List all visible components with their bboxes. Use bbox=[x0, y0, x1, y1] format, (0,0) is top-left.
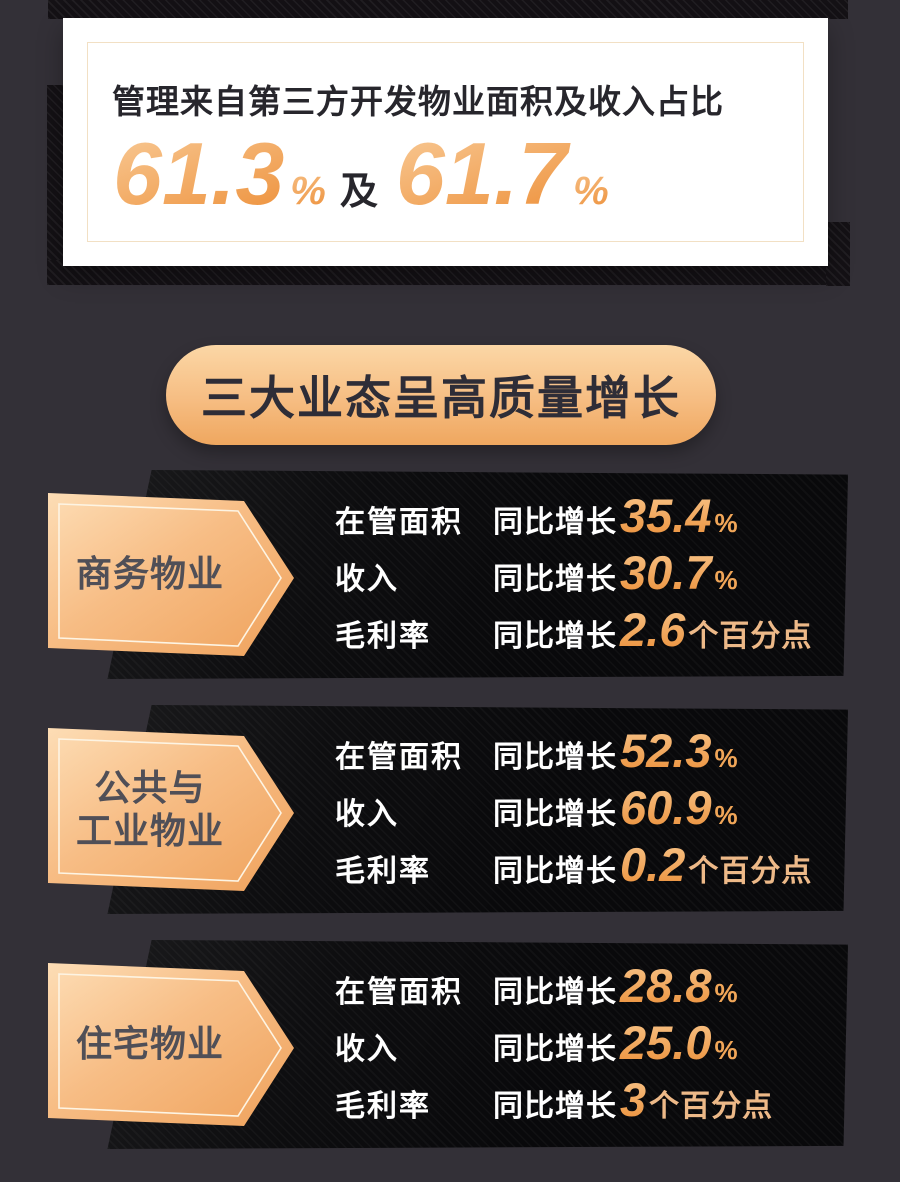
growth-prefix: 同比增长 bbox=[493, 1033, 617, 1066]
business-property-arrow-label: 商务物业 bbox=[48, 488, 294, 660]
metric-name: 在管面积 bbox=[335, 741, 463, 774]
arrow-shape bbox=[48, 728, 294, 891]
residential-property-card: 住宅物业 在管面积 同比增长 28.8 % 收入 同比增长 25.0 % 毛利率… bbox=[0, 940, 900, 1152]
public-industrial-property-card: 公共与 工业物业 在管面积 同比增长 52.3 % 收入 同比增长 60.9 %… bbox=[0, 705, 900, 917]
metric-row-revenue: 收入 同比增长 30.7 % bbox=[335, 549, 812, 598]
revenue-share-unit: % bbox=[573, 169, 609, 213]
residential-label: 住宅物业 bbox=[48, 958, 252, 1130]
growth-suffix: 个百分点 bbox=[649, 1090, 774, 1123]
residential-arrow-label: 住宅物业 bbox=[48, 958, 294, 1130]
metric-name: 在管面积 bbox=[335, 976, 463, 1009]
growth-value: 30.7 bbox=[617, 549, 714, 596]
label-line: 工业物业 bbox=[75, 810, 224, 851]
label-line: 商务物业 bbox=[75, 553, 224, 595]
public-industrial-arrow-label: 公共与 工业物业 bbox=[48, 723, 294, 895]
growth-suffix: 个百分点 bbox=[688, 855, 813, 888]
summary-card-inner-frame bbox=[87, 42, 804, 242]
metric-row-revenue: 收入 同比增长 60.9 % bbox=[335, 784, 812, 833]
metric-row-margin: 毛利率 同比增长 3 个百分点 bbox=[335, 1076, 774, 1125]
summary-values-row: 61.3 % 及 61.7 % bbox=[113, 125, 609, 223]
metric-name: 在管面积 bbox=[335, 506, 463, 539]
label-line: 公共与 bbox=[94, 766, 206, 808]
metric-row-revenue: 收入 同比增长 25.0 % bbox=[335, 1019, 773, 1068]
growth-value: 52.3 bbox=[617, 727, 714, 774]
growth-suffix: % bbox=[714, 1035, 738, 1065]
metric-name: 收入 bbox=[335, 1033, 399, 1066]
metric-name: 毛利率 bbox=[335, 1090, 431, 1123]
metric-rows: 在管面积 同比增长 35.4 % 收入 同比增长 30.7 % 毛利率 同比增长… bbox=[335, 492, 813, 655]
growth-suffix: 个百分点 bbox=[688, 620, 813, 653]
metric-name: 收入 bbox=[335, 798, 399, 831]
growth-suffix: % bbox=[714, 508, 738, 538]
label-line: 住宅物业 bbox=[75, 1023, 224, 1065]
growth-value: 25.0 bbox=[617, 1019, 714, 1066]
metric-row-margin: 毛利率 同比增长 0.2 个百分点 bbox=[335, 841, 813, 890]
business-property-card: 商务物业 在管面积 同比增长 35.4 % 收入 同比增长 30.7 % 毛利率… bbox=[0, 470, 900, 682]
business-property-label: 商务物业 bbox=[48, 488, 252, 660]
metric-rows: 在管面积 同比增长 28.8 % 收入 同比增长 25.0 % 毛利率 同比增长… bbox=[335, 962, 774, 1125]
area-share-value: 61.3 bbox=[113, 125, 290, 223]
growth-suffix: % bbox=[714, 743, 738, 773]
growth-value: 0.2 bbox=[617, 841, 688, 888]
summary-title: 管理来自第三方开发物业面积及收入占比 bbox=[112, 83, 724, 120]
stripe-sliver-left bbox=[47, 85, 64, 283]
values-connector: 及 bbox=[339, 171, 378, 213]
metric-rows: 在管面积 同比增长 52.3 % 收入 同比增长 60.9 % 毛利率 同比增长… bbox=[335, 727, 813, 890]
growth-value: 35.4 bbox=[617, 492, 714, 539]
stripe-band-top bbox=[48, 0, 848, 19]
growth-prefix: 同比增长 bbox=[493, 1090, 617, 1123]
growth-prefix: 同比增长 bbox=[493, 620, 617, 653]
arrow-shape bbox=[48, 963, 294, 1126]
growth-value: 60.9 bbox=[617, 784, 714, 831]
metric-name: 毛利率 bbox=[335, 855, 431, 888]
growth-value: 3 bbox=[617, 1076, 649, 1123]
growth-prefix: 同比增长 bbox=[493, 798, 617, 831]
metric-row-margin: 毛利率 同比增长 2.6 个百分点 bbox=[335, 606, 813, 655]
metric-row-area: 在管面积 同比增长 35.4 % bbox=[335, 492, 812, 541]
section-banner-title: 三大业态呈高质量增长 bbox=[201, 372, 681, 424]
metric-row-area: 在管面积 同比增长 52.3 % bbox=[335, 727, 812, 776]
metric-name: 毛利率 bbox=[335, 620, 431, 653]
public-industrial-label: 公共与 工业物业 bbox=[48, 723, 252, 895]
growth-prefix: 同比增长 bbox=[493, 741, 617, 774]
growth-suffix: % bbox=[714, 565, 738, 595]
growth-prefix: 同比增长 bbox=[493, 976, 617, 1009]
area-share-unit: % bbox=[290, 169, 326, 213]
revenue-share-value: 61.7 bbox=[396, 125, 573, 223]
growth-prefix: 同比增长 bbox=[493, 506, 617, 539]
growth-prefix: 同比增长 bbox=[493, 563, 617, 596]
section-banner: 三大业态呈高质量增长 bbox=[166, 345, 716, 445]
third-party-summary-card: 管理来自第三方开发物业面积及收入占比 61.3 % 及 61.7 % bbox=[63, 18, 828, 266]
growth-value: 28.8 bbox=[617, 962, 714, 1009]
growth-value: 2.6 bbox=[617, 606, 688, 653]
growth-suffix: % bbox=[714, 978, 738, 1008]
metric-name: 收入 bbox=[335, 563, 399, 596]
arrow-shape bbox=[48, 493, 294, 656]
growth-prefix: 同比增长 bbox=[493, 855, 617, 888]
metric-row-area: 在管面积 同比增长 28.8 % bbox=[335, 962, 773, 1011]
stripe-sliver-right bbox=[826, 222, 850, 286]
growth-suffix: % bbox=[714, 800, 738, 830]
